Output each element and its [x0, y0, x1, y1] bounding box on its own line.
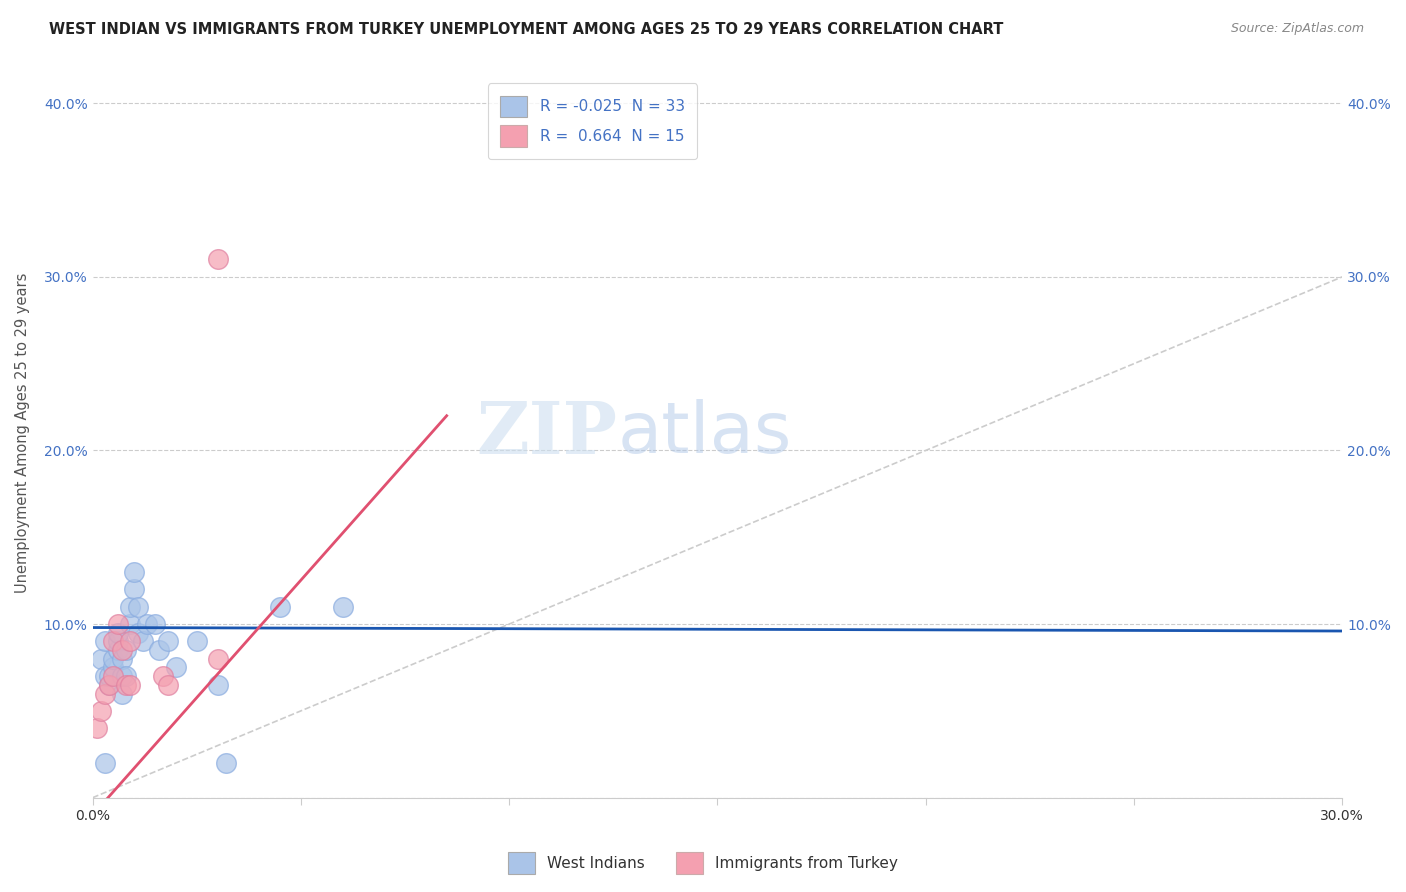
Point	[115, 678, 138, 692]
Legend: West Indians, Immigrants from Turkey: West Indians, Immigrants from Turkey	[502, 846, 904, 880]
Point	[98, 678, 121, 692]
Point	[207, 652, 229, 666]
Point	[107, 625, 129, 640]
Point	[207, 678, 229, 692]
Point	[332, 599, 354, 614]
Point	[135, 617, 157, 632]
Y-axis label: Unemployment Among Ages 25 to 29 years: Unemployment Among Ages 25 to 29 years	[15, 273, 30, 593]
Point	[156, 634, 179, 648]
Point	[90, 704, 112, 718]
Point	[103, 652, 125, 666]
Point	[148, 643, 170, 657]
Text: Source: ZipAtlas.com: Source: ZipAtlas.com	[1230, 22, 1364, 36]
Point	[86, 721, 108, 735]
Point	[120, 678, 142, 692]
Legend: R = -0.025  N = 33, R =  0.664  N = 15: R = -0.025 N = 33, R = 0.664 N = 15	[488, 84, 697, 159]
Point	[207, 252, 229, 267]
Point	[165, 660, 187, 674]
Point	[107, 634, 129, 648]
Point	[111, 652, 134, 666]
Point	[120, 634, 142, 648]
Point	[186, 634, 208, 648]
Point	[152, 669, 174, 683]
Point	[94, 686, 117, 700]
Point	[115, 643, 138, 657]
Point	[107, 643, 129, 657]
Point	[107, 617, 129, 632]
Point	[111, 643, 134, 657]
Point	[156, 678, 179, 692]
Point	[131, 634, 153, 648]
Point	[94, 634, 117, 648]
Point	[94, 669, 117, 683]
Point	[98, 678, 121, 692]
Point	[269, 599, 291, 614]
Point	[127, 599, 149, 614]
Point	[98, 669, 121, 683]
Point	[143, 617, 166, 632]
Text: atlas: atlas	[617, 399, 792, 467]
Text: WEST INDIAN VS IMMIGRANTS FROM TURKEY UNEMPLOYMENT AMONG AGES 25 TO 29 YEARS COR: WEST INDIAN VS IMMIGRANTS FROM TURKEY UN…	[49, 22, 1004, 37]
Point	[90, 652, 112, 666]
Point	[103, 660, 125, 674]
Point	[111, 669, 134, 683]
Point	[124, 565, 146, 579]
Text: ZIP: ZIP	[477, 398, 617, 468]
Point	[120, 617, 142, 632]
Point	[127, 625, 149, 640]
Point	[120, 599, 142, 614]
Point	[111, 686, 134, 700]
Point	[103, 669, 125, 683]
Point	[94, 756, 117, 770]
Point	[103, 634, 125, 648]
Point	[115, 669, 138, 683]
Point	[124, 582, 146, 597]
Point	[215, 756, 238, 770]
